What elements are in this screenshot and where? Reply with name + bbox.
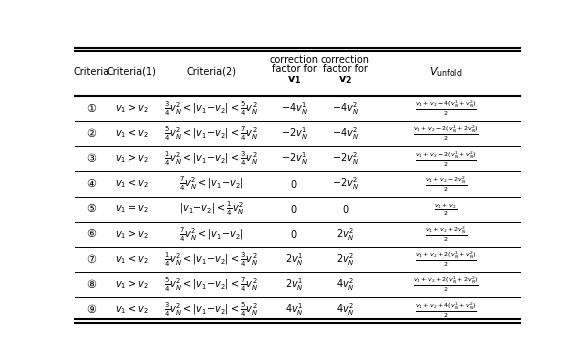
Text: $v_1{<}v_2$: $v_1{<}v_2$: [115, 253, 148, 266]
Text: $\frac{5}{4}v_N^2{<}|v_1{-}v_2|{<}\frac{7}{4}v_N^2$: $\frac{5}{4}v_N^2{<}|v_1{-}v_2|{<}\frac{…: [164, 276, 259, 294]
Text: correction: correction: [270, 55, 318, 65]
Text: $2v_N^2$: $2v_N^2$: [336, 226, 355, 243]
Text: ⑦: ⑦: [86, 254, 96, 265]
Text: $\frac{v_1+v_2-4(v_N^1+v_N^2)}{2}$: $\frac{v_1+v_2-4(v_N^1+v_N^2)}{2}$: [415, 99, 477, 118]
Text: $0$: $0$: [290, 203, 298, 215]
Text: $\frac{7}{4}v_N^2{<}|v_1{-}v_2|$: $\frac{7}{4}v_N^2{<}|v_1{-}v_2|$: [179, 175, 244, 193]
Text: ⑤: ⑤: [86, 204, 96, 214]
Text: $\frac{v_1+v_2-2(v_N^1+2v_N^2)}{2}$: $\frac{v_1+v_2-2(v_N^1+2v_N^2)}{2}$: [413, 124, 479, 143]
Text: $\frac{v_1+v_2}{2}$: $\frac{v_1+v_2}{2}$: [434, 201, 457, 218]
Text: $2v_N^1$: $2v_N^1$: [285, 276, 303, 293]
Text: $\mathbf{v_1}$: $\mathbf{v_1}$: [287, 74, 301, 86]
Text: $\frac{1}{4}v_N^2{<}|v_1{-}v_2|{<}\frac{3}{4}v_N^2$: $\frac{1}{4}v_N^2{<}|v_1{-}v_2|{<}\frac{…: [164, 150, 259, 168]
Text: $4v_N^2$: $4v_N^2$: [336, 276, 355, 293]
Text: $\frac{v_1+v_2+2(v_N^1+v_N^2)}{2}$: $\frac{v_1+v_2+2(v_N^1+v_N^2)}{2}$: [415, 250, 477, 269]
Text: ②: ②: [86, 129, 96, 139]
Text: $v_1{<}v_2$: $v_1{<}v_2$: [115, 304, 148, 316]
Text: correction: correction: [321, 55, 370, 65]
Text: factor for: factor for: [323, 64, 368, 74]
Text: $0$: $0$: [290, 229, 298, 241]
Text: ⑧: ⑧: [86, 280, 96, 290]
Text: $v_1{<}v_2$: $v_1{<}v_2$: [115, 127, 148, 140]
Text: $\frac{7}{4}v_N^2{<}|v_1{-}v_2|$: $\frac{7}{4}v_N^2{<}|v_1{-}v_2|$: [179, 225, 244, 244]
Text: Criteria: Criteria: [74, 67, 109, 77]
Text: $\frac{5}{4}v_N^2{<}|v_1{-}v_2|{<}\frac{7}{4}v_N^2$: $\frac{5}{4}v_N^2{<}|v_1{-}v_2|{<}\frac{…: [164, 124, 259, 143]
Text: $0$: $0$: [290, 178, 298, 190]
Text: $\frac{v_1+v_2+2v_N^2}{2}$: $\frac{v_1+v_2+2v_N^2}{2}$: [424, 225, 467, 244]
Text: $\frac{1}{4}v_N^2{<}|v_1{-}v_2|{<}\frac{3}{4}v_N^2$: $\frac{1}{4}v_N^2{<}|v_1{-}v_2|{<}\frac{…: [164, 250, 259, 269]
Text: $\frac{3}{4}v_N^2{<}|v_1{-}v_2|{<}\frac{5}{4}v_N^2$: $\frac{3}{4}v_N^2{<}|v_1{-}v_2|{<}\frac{…: [164, 99, 259, 118]
Text: $\frac{3}{4}v_N^2{<}|v_1{-}v_2|{<}\frac{5}{4}v_N^2$: $\frac{3}{4}v_N^2{<}|v_1{-}v_2|{<}\frac{…: [164, 301, 259, 319]
Text: $V_{\mathrm{unfold}}$: $V_{\mathrm{unfold}}$: [429, 65, 462, 79]
Text: $v_1{>}v_2$: $v_1{>}v_2$: [115, 102, 148, 115]
Text: $2v_N^1$: $2v_N^1$: [285, 251, 303, 268]
Text: $\frac{v_1+v_2+2(v_N^1+2v_N^2)}{2}$: $\frac{v_1+v_2+2(v_N^1+2v_N^2)}{2}$: [413, 275, 479, 294]
Text: $\frac{v_1+v_2-2v_N^2}{2}$: $\frac{v_1+v_2-2v_N^2}{2}$: [424, 174, 467, 194]
Text: $v_1{>}v_2$: $v_1{>}v_2$: [115, 228, 148, 241]
Text: $2v_N^2$: $2v_N^2$: [336, 251, 355, 268]
Text: ⑥: ⑥: [86, 229, 96, 240]
Text: ③: ③: [86, 154, 96, 164]
Text: $-2v_N^2$: $-2v_N^2$: [332, 176, 359, 193]
Text: $v_1{=}v_2$: $v_1{=}v_2$: [115, 203, 148, 215]
Text: ①: ①: [86, 103, 96, 114]
Text: $4v_N^1$: $4v_N^1$: [285, 301, 303, 318]
Text: $\frac{v_1+v_2+4(v_N^1+v_N^2)}{2}$: $\frac{v_1+v_2+4(v_N^1+v_N^2)}{2}$: [415, 300, 477, 320]
Text: $-2v_N^1$: $-2v_N^1$: [281, 125, 307, 142]
Text: $4v_N^2$: $4v_N^2$: [336, 301, 355, 318]
Text: $-4v_N^2$: $-4v_N^2$: [332, 125, 359, 142]
Text: $-4v_N^2$: $-4v_N^2$: [332, 100, 359, 117]
Text: $v_1{>}v_2$: $v_1{>}v_2$: [115, 278, 148, 291]
Text: Criteria(1): Criteria(1): [107, 67, 156, 77]
Text: ⑨: ⑨: [86, 305, 96, 315]
Text: Criteria(2): Criteria(2): [186, 67, 237, 77]
Text: ④: ④: [86, 179, 96, 189]
Text: $|v_1{-}v_2|{<}\frac{1}{4}v_N^2$: $|v_1{-}v_2|{<}\frac{1}{4}v_N^2$: [179, 200, 244, 218]
Text: $\mathbf{v_2}$: $\mathbf{v_2}$: [338, 74, 353, 86]
Text: $0$: $0$: [342, 203, 349, 215]
Text: $-2v_N^1$: $-2v_N^1$: [281, 150, 307, 167]
Text: $-4v_N^1$: $-4v_N^1$: [281, 100, 307, 117]
Text: factor for: factor for: [272, 64, 317, 74]
Text: $v_1{>}v_2$: $v_1{>}v_2$: [115, 153, 148, 165]
Text: $\frac{v_1+v_2-2(v_N^1+v_N^2)}{2}$: $\frac{v_1+v_2-2(v_N^1+v_N^2)}{2}$: [415, 149, 477, 169]
Text: $v_1{<}v_2$: $v_1{<}v_2$: [115, 178, 148, 190]
Text: $-2v_N^2$: $-2v_N^2$: [332, 150, 359, 167]
